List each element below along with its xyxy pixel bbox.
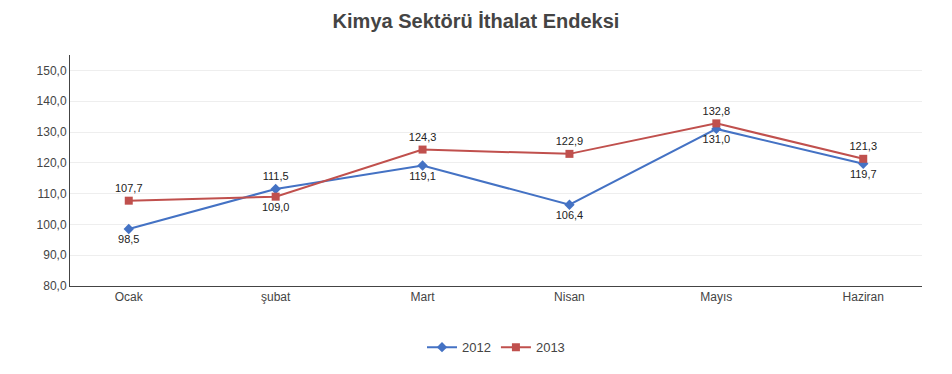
svg-text:100,0: 100,0 xyxy=(37,218,67,232)
svg-text:107,7: 107,7 xyxy=(115,182,143,194)
svg-text:Kimya Sektörü İthalat Endeksi: Kimya Sektörü İthalat Endeksi xyxy=(333,10,620,32)
svg-text:140,0: 140,0 xyxy=(37,94,67,108)
svg-text:Ocak: Ocak xyxy=(115,290,144,304)
svg-text:109,0: 109,0 xyxy=(262,201,290,213)
svg-text:110,0: 110,0 xyxy=(37,187,66,201)
svg-text:106,4: 106,4 xyxy=(556,209,584,221)
svg-text:132,8: 132,8 xyxy=(703,105,731,117)
svg-text:90,0: 90,0 xyxy=(43,248,67,262)
svg-text:121,3: 121,3 xyxy=(849,140,877,152)
svg-text:119,1: 119,1 xyxy=(409,170,436,182)
svg-text:Haziran: Haziran xyxy=(843,290,884,304)
svg-text:122,9: 122,9 xyxy=(556,135,584,147)
svg-text:80,0: 80,0 xyxy=(43,279,67,293)
svg-text:Mayıs: Mayıs xyxy=(700,290,732,304)
svg-text:150,0: 150,0 xyxy=(37,64,67,78)
svg-text:119,7: 119,7 xyxy=(850,168,877,180)
svg-text:124,3: 124,3 xyxy=(409,131,437,143)
svg-text:Mart: Mart xyxy=(411,290,436,304)
svg-text:şubat: şubat xyxy=(261,290,291,304)
svg-text:111,5: 111,5 xyxy=(263,170,289,182)
svg-text:2013: 2013 xyxy=(536,340,565,355)
svg-text:98,5: 98,5 xyxy=(118,233,139,245)
svg-text:Nisan: Nisan xyxy=(554,290,585,304)
svg-text:2012: 2012 xyxy=(462,340,491,355)
svg-text:130,0: 130,0 xyxy=(37,125,67,139)
svg-text:120,0: 120,0 xyxy=(37,156,67,170)
svg-text:131,0: 131,0 xyxy=(703,133,731,145)
